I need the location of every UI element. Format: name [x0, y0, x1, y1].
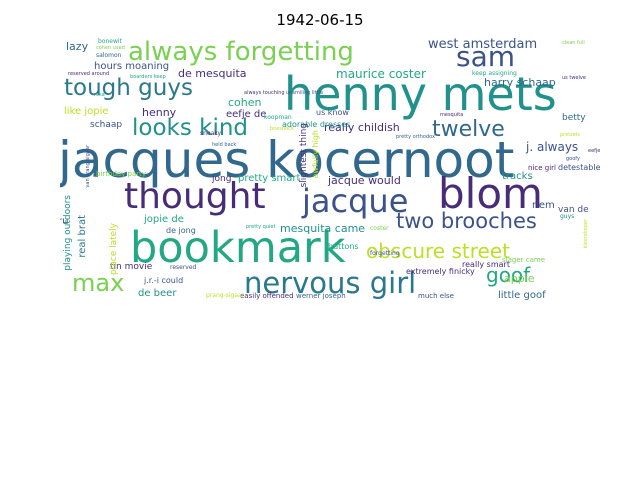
word: playing outdoors — [63, 195, 73, 271]
word: nice girl — [528, 164, 556, 172]
word: detestable — [558, 163, 600, 172]
word: tin movie — [110, 262, 153, 272]
word: jacque — [302, 182, 409, 220]
word: riem — [532, 200, 555, 211]
word: held back — [212, 142, 237, 148]
word: hours moaning — [94, 61, 170, 72]
word: henny mets — [284, 67, 557, 121]
word: west amsterdam — [428, 37, 538, 52]
word: clean full — [562, 40, 585, 46]
word: us twelve — [562, 75, 586, 81]
word: slightest thing — [299, 123, 309, 188]
word: eefje — [588, 148, 600, 154]
word: always forgetting — [128, 37, 354, 67]
word: extremely finicky — [406, 267, 475, 276]
word: van prang-sigaar — [85, 145, 91, 188]
word: really childish — [324, 121, 400, 134]
word: j. always — [526, 140, 579, 154]
word: unsmiling little — [286, 90, 324, 96]
word: easily offended — [240, 292, 294, 300]
word: prang-sigaar — [206, 292, 245, 299]
word: de beer — [138, 288, 177, 299]
word: keep assigning — [472, 70, 517, 77]
word: werner joseph — [296, 292, 346, 300]
word: salomon — [96, 52, 122, 59]
word: sam — [456, 40, 516, 73]
word: thought — [124, 176, 266, 217]
word: lazy — [66, 40, 89, 53]
word: tracks — [502, 171, 533, 182]
word: us know — [316, 108, 349, 117]
word: ru — [60, 216, 69, 227]
word: de mesquita — [178, 67, 247, 80]
word: birthday party — [96, 170, 147, 178]
word: pretty quiet — [246, 224, 276, 230]
word: rosa — [94, 92, 105, 98]
word: jong — [212, 174, 232, 184]
word: obscure street — [366, 239, 510, 263]
word: guys — [560, 213, 575, 220]
word: cohen — [228, 96, 262, 109]
word: little goof — [498, 290, 546, 301]
word: henny — [142, 106, 177, 119]
word: betty — [562, 113, 586, 123]
word: eefje de — [226, 109, 267, 120]
word: like jopie — [64, 106, 109, 117]
word: place lately — [109, 223, 119, 275]
word: real brat — [77, 215, 88, 258]
word: jopie de — [144, 214, 184, 225]
word: de jong — [166, 226, 196, 235]
word: boarders keep — [130, 74, 166, 80]
word: boesnock — [270, 126, 294, 132]
chart-title: 1942-06-15 — [276, 11, 364, 29]
word: reserved around — [68, 71, 110, 77]
word: koopman — [264, 114, 292, 121]
word: van de — [558, 205, 589, 215]
word: appie — [504, 272, 535, 285]
word: harry schaap — [484, 76, 556, 89]
word: cohen used — [96, 45, 125, 51]
word: jacque would — [328, 174, 401, 187]
word-cloud: jacques kocernoot henny mets bookmark bl… — [60, 35, 600, 303]
word: much else — [418, 292, 454, 300]
word: tough guys — [64, 75, 193, 101]
word: bonewit — [98, 38, 122, 45]
word: buttons — [328, 242, 359, 251]
word: schaap — [90, 120, 123, 130]
word: pretzels — [560, 132, 580, 138]
word: max — [72, 269, 125, 297]
word: mesquita came — [280, 222, 366, 235]
word: pretty smart — [238, 173, 301, 184]
word: bookmark — [130, 223, 346, 273]
word: goofy — [566, 156, 580, 162]
word: blom — [438, 169, 543, 218]
word: jacques kocernoot — [60, 131, 515, 189]
word: two brooches — [396, 209, 537, 233]
word: twelve — [432, 117, 505, 142]
word: really smart — [462, 260, 510, 269]
word: coster — [370, 225, 389, 232]
word: reserved — [170, 264, 197, 271]
word: goof — [486, 263, 531, 287]
word: maurice coster — [336, 67, 426, 81]
word: kleerekoper — [583, 219, 589, 249]
word: always touching — [244, 90, 285, 96]
word: adorable dresses — [282, 120, 351, 129]
word: mesquita — [440, 112, 464, 118]
word: awfully high — [311, 130, 320, 179]
word: slager came — [502, 256, 545, 264]
word: j.r.-i could — [144, 276, 184, 285]
word: looks kind — [132, 115, 249, 141]
word: nervous girl — [244, 266, 417, 300]
word: pretty orthodox — [396, 134, 436, 140]
word: sneaky — [200, 130, 222, 137]
word: forgetting — [370, 250, 400, 257]
